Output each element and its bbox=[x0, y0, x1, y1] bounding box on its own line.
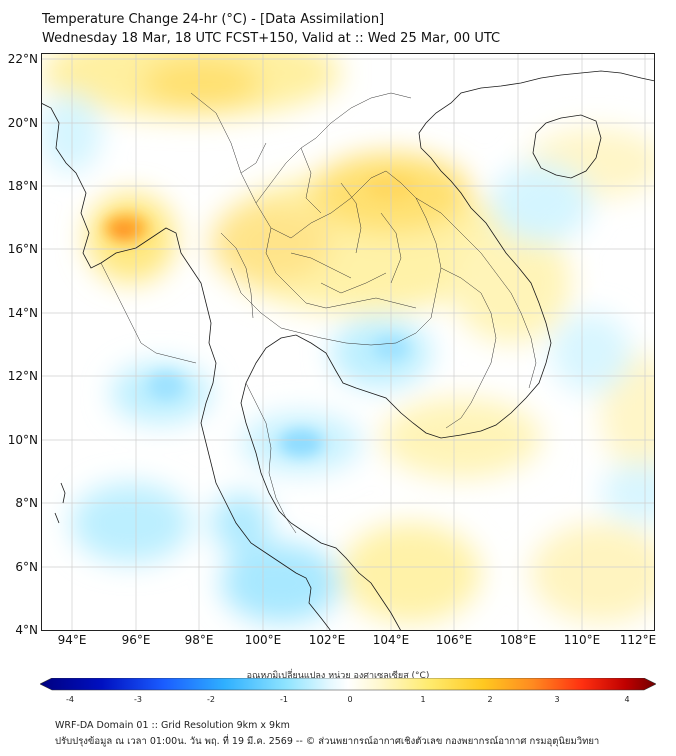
lon-label-94e: 94°E bbox=[57, 633, 87, 647]
province-borders bbox=[100, 92, 537, 534]
colorbar-tick: -3 bbox=[134, 695, 142, 704]
colorbar-tick: -1 bbox=[280, 695, 288, 704]
lon-label-108e: 108°E bbox=[499, 633, 537, 647]
map-subtitle: Wednesday 18 Mar, 18 UTC FCST+150, Valid… bbox=[42, 31, 501, 46]
lon-label-106e: 106°E bbox=[435, 633, 473, 647]
temperature-change-map bbox=[41, 53, 655, 631]
colorbar-tick: 4 bbox=[624, 695, 629, 704]
lon-label-110e: 110°E bbox=[563, 633, 601, 647]
lat-label-4n: 4°N bbox=[15, 623, 38, 637]
colorbar-tick: 0 bbox=[347, 695, 352, 704]
lon-label-98e: 98°E bbox=[184, 633, 214, 647]
lat-label-6n: 6°N bbox=[15, 560, 38, 574]
map-canvas bbox=[41, 53, 655, 631]
colorbar-tick: 3 bbox=[554, 695, 559, 704]
lat-label-18n: 18°N bbox=[7, 179, 38, 193]
lon-label-102e: 102°E bbox=[308, 633, 346, 647]
lat-label-14n: 14°N bbox=[7, 306, 38, 320]
map-frame bbox=[41, 53, 655, 631]
colorbar-tick: 1 bbox=[420, 695, 425, 704]
colorbar-gradient bbox=[40, 678, 656, 691]
lat-label-16n: 16°N bbox=[7, 242, 38, 256]
lat-label-10n: 10°N bbox=[7, 433, 38, 447]
colorbar-title: อุณหภูมิเปลี่ยนแปลง หน่วย องศาเซลเซียส (… bbox=[246, 671, 430, 681]
lon-label-104e: 104°E bbox=[372, 633, 410, 647]
map-title: Temperature Change 24-hr (°C) - [Data As… bbox=[42, 12, 385, 27]
colorbar-tick: -2 bbox=[207, 695, 215, 704]
map-gridlines bbox=[41, 53, 655, 631]
footer-update-info: ปรับปรุงข้อมูล ณ เวลา 01:00น. วัน พฤ. ที… bbox=[55, 736, 600, 747]
lon-label-96e: 96°E bbox=[121, 633, 151, 647]
temperature-hotspots bbox=[104, 176, 416, 457]
lon-label-112e: 112°E bbox=[619, 633, 657, 647]
footer-model-info: WRF-DA Domain 01 :: Grid Resolution 9km … bbox=[55, 720, 290, 731]
colorbar: -4 -3 -2 -1 0 1 2 3 4 bbox=[40, 678, 656, 704]
lat-label-12n: 12°N bbox=[7, 369, 38, 383]
lat-label-20n: 20°N bbox=[7, 116, 38, 130]
lat-label-8n: 8°N bbox=[15, 496, 38, 510]
lat-label-22n: 22°N bbox=[7, 52, 38, 66]
lon-label-100e: 100°E bbox=[244, 633, 282, 647]
coastlines bbox=[41, 70, 655, 631]
colorbar-tick: -4 bbox=[66, 695, 74, 704]
colorbar-tick: 2 bbox=[487, 695, 492, 704]
